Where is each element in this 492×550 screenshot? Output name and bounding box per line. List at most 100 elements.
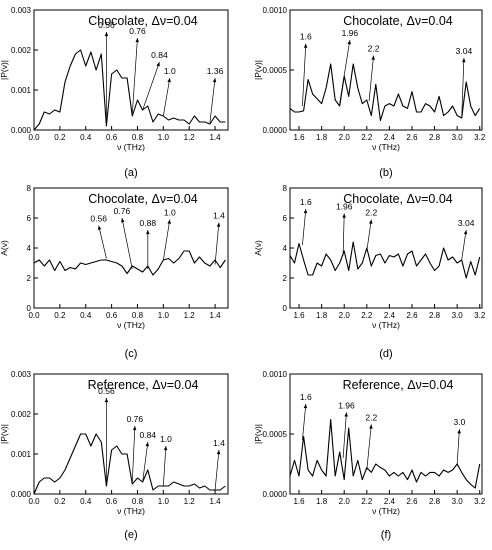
x-tick-label: 1.0 [158, 133, 170, 142]
chart-title-delta-nu: Δν [152, 378, 167, 392]
y-tick-label: 0.0000 [263, 490, 288, 499]
panel-d: 1.6 1.8 2.0 2.2 2.4 2.6 2.8 3.0 3.2 0 2 4 6 8 ν (THz) A… [253, 184, 486, 330]
x-tick-label: 1.4 [210, 133, 222, 142]
y-tick-label: 0.002 [11, 46, 32, 55]
x-tick-label: 1.8 [316, 497, 328, 506]
y-tick-label: 4 [27, 244, 32, 253]
plot-frame [33, 373, 229, 495]
x-tick-label: 3.0 [452, 311, 464, 320]
x-tick-label: 0.2 [54, 133, 66, 142]
x-tick-label: 0.2 [54, 497, 66, 506]
annotation-label: 1.4 [213, 438, 225, 448]
x-axis-label: ν (THz) [372, 320, 400, 330]
chart-title-value: =0.04 [167, 378, 199, 392]
series-line [289, 241, 481, 279]
chart-title: Reference, Δν=0.04 [343, 378, 454, 392]
x-tick-label: 2.6 [406, 133, 418, 142]
panel-caption-b: (b) [379, 167, 392, 179]
plot-frame [33, 9, 229, 131]
annotation-label: 1.96 [336, 202, 353, 212]
annotation-label: 1.6 [300, 32, 312, 42]
x-tick-label: 1.4 [210, 497, 222, 506]
chart-title-main: Chocolate, [88, 192, 151, 206]
annotation-arrowhead [368, 219, 373, 224]
x-tick-label: 2.2 [361, 497, 373, 506]
series-line [289, 419, 481, 489]
x-tick-label: 0.0 [28, 311, 40, 320]
annotation-arrowhead [216, 222, 221, 227]
annotation-leader [162, 77, 171, 117]
annotation-arrowhead [344, 412, 348, 417]
annotation-label: 1.96 [342, 28, 359, 38]
annotation-arrowhead [369, 424, 373, 429]
annotation-label: 1.0 [164, 66, 176, 76]
y-tick-label: 6 [27, 214, 32, 223]
chart-title-main: Reference, [88, 378, 153, 392]
annotation-label: 0.56 [98, 20, 115, 30]
annotation-label: 1.6 [300, 392, 312, 402]
annotation-label: 1.36 [207, 66, 224, 76]
annotation-label: 1.0 [164, 208, 176, 218]
y-axis-label: A(ν) [0, 240, 9, 256]
annotation-arrowhead [145, 442, 150, 447]
annotation-leader [142, 441, 149, 483]
x-axis-label: ν (THz) [372, 142, 400, 152]
x-tick-label: 0.2 [54, 311, 66, 320]
annotation-arrowhead [132, 426, 137, 431]
annotation-arrowhead [135, 38, 139, 43]
chart-title-delta-nu: Δν [407, 378, 422, 392]
panel-caption-f: (f) [381, 529, 391, 541]
y-tick-label: 0.001 [11, 450, 32, 459]
y-tick-label: 0.003 [11, 370, 32, 379]
annotation-leader [162, 445, 167, 487]
x-tick-label: 2.8 [429, 311, 441, 320]
x-tick-label: 2.2 [361, 133, 373, 142]
annotation-label: 0.84 [151, 50, 168, 60]
chart-title: Chocolate, Δν=0.04 [343, 192, 453, 206]
chart-title-value: =0.04 [421, 14, 453, 28]
chart-title-value: =0.04 [421, 192, 453, 206]
x-axis-label: ν (THz) [117, 142, 145, 152]
x-tick-label: 2.6 [406, 311, 418, 320]
annotation-leader [121, 217, 133, 270]
y-axis-label: |P(ν)| [253, 60, 263, 80]
plot-frame [289, 187, 483, 309]
annotation-leader [342, 412, 347, 459]
annotation-leader [98, 225, 107, 259]
annotation-label: 0.76 [129, 26, 146, 36]
annotation-arrowhead [97, 225, 102, 230]
panel-b: 1.6 1.8 2.0 2.2 2.4 2.6 2.8 3.0 3.2 0.0000 0.0005 0… [253, 6, 486, 152]
annotation-arrowhead [303, 209, 308, 214]
y-tick-label: 4 [283, 244, 288, 253]
y-axis-label: |P(ν)| [0, 60, 9, 80]
x-tick-label: 1.0 [158, 497, 170, 506]
x-tick-label: 2.0 [339, 311, 351, 320]
annotation-label: 1.0 [160, 434, 172, 444]
x-tick-label: 1.6 [293, 497, 305, 506]
x-tick-label: 0.8 [132, 133, 144, 142]
annotation-leader [456, 429, 460, 465]
x-tick-label: 0.6 [106, 497, 118, 506]
annotation-leader [368, 55, 374, 102]
chart-title-value: =0.04 [422, 378, 454, 392]
annotation-leader [302, 403, 307, 441]
annotation-leader [142, 61, 160, 111]
y-tick-label: 2 [27, 274, 32, 283]
x-tick-label: 1.6 [293, 311, 305, 320]
panel-caption-a: (a) [124, 167, 137, 179]
x-tick-label: 2.2 [361, 311, 373, 320]
chart-title: Reference, Δν=0.04 [88, 378, 199, 392]
annotation-arrowhead [156, 62, 160, 67]
x-tick-label: 3.0 [452, 133, 464, 142]
y-tick-label: 0.000 [11, 126, 32, 135]
annotation-label: 3.04 [458, 218, 475, 228]
x-tick-label: 1.8 [316, 311, 328, 320]
y-axis-label: |P(ν)| [253, 424, 263, 444]
y-tick-label: 6 [283, 214, 288, 223]
series-line [289, 63, 481, 121]
panel-caption-d: (d) [379, 348, 392, 360]
y-tick-label: 0 [283, 304, 288, 313]
annotation-arrowhead [212, 78, 217, 83]
x-tick-label: 2.8 [429, 497, 441, 506]
x-tick-label: 2.4 [384, 311, 396, 320]
